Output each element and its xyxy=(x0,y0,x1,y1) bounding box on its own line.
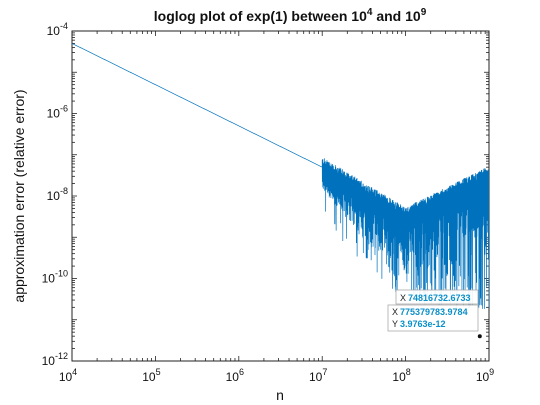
y-tick-label: 10-6 xyxy=(47,104,68,121)
y-tick-label: 10-8 xyxy=(47,186,68,203)
x-tick-label: 105 xyxy=(142,367,160,384)
datatip-2-marker xyxy=(477,334,482,339)
datatip-2-y-key: Y xyxy=(392,319,398,329)
x-tick-label: 108 xyxy=(392,367,410,384)
x-tick-label: 107 xyxy=(309,367,327,384)
datatip-2-box xyxy=(387,304,479,332)
tick-labels: 104 105 106 107 108 109 10-12 10-10 10-8 10-6 10-4 xyxy=(42,21,495,384)
datatip-2-y-value: 3.9763e-12 xyxy=(400,319,446,329)
y-tick-label: 10-4 xyxy=(47,21,68,38)
datatip-2-x-value: 775379783.9784 xyxy=(400,307,468,317)
x-tick-label: 106 xyxy=(226,367,244,384)
datatip-1-x-key: X xyxy=(400,293,406,303)
chart-title: loglog plot of exp(1) between 104 and 10… xyxy=(154,7,427,24)
x-tick-label: 109 xyxy=(476,367,494,384)
datatip-1[interactable]: X 74816732.6733 xyxy=(395,289,479,305)
x-axis-label: n xyxy=(276,387,284,403)
error-series-line xyxy=(72,43,489,309)
axis-ticks xyxy=(71,30,490,362)
datatip-1-x-value: 74816732.6733 xyxy=(408,293,471,303)
x-tick-label: 104 xyxy=(59,367,77,384)
datatip-2-x-key: X xyxy=(392,307,398,317)
y-axis-label: approximation error (relative error) xyxy=(11,89,27,302)
y-tick-label: 10-10 xyxy=(42,269,68,286)
y-tick-label: 10-12 xyxy=(42,351,68,368)
datatip-1-box xyxy=(395,289,479,305)
datatip-2[interactable]: X 775379783.9784 Y 3.9763e-12 xyxy=(387,304,482,339)
data-series xyxy=(72,43,489,309)
